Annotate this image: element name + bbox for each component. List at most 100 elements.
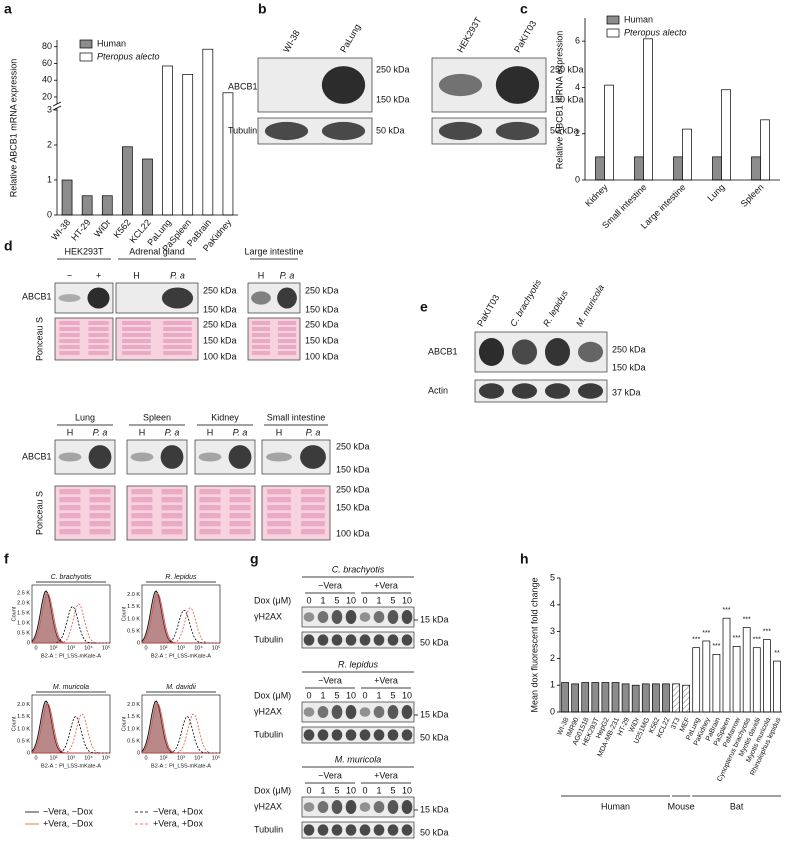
- stain-band: [199, 521, 221, 527]
- dose: 0: [306, 690, 311, 700]
- band: [321, 66, 366, 104]
- y-tick-label: 1: [47, 174, 52, 184]
- row-label: Tubulin: [254, 634, 283, 644]
- panel-label: e: [420, 299, 428, 315]
- significance: ***: [692, 637, 700, 644]
- band: [161, 287, 194, 309]
- marker: 250 kDa: [550, 64, 584, 74]
- x-tick-label: Spleen: [739, 182, 766, 209]
- row-label: Tubulin: [228, 125, 257, 135]
- stain-band: [229, 521, 251, 527]
- significance: ***: [712, 643, 720, 650]
- stain-band: [89, 489, 111, 495]
- dose: 0: [362, 690, 367, 700]
- treatment: +Vera: [374, 675, 398, 685]
- row-label: ABCB1: [22, 451, 52, 461]
- blot: [115, 317, 199, 361]
- dose: 10: [346, 595, 356, 605]
- histogram: [32, 606, 110, 644]
- lane-label: PaKIT03: [475, 293, 501, 328]
- x-tick-label: 0: [34, 755, 37, 761]
- x-tick-label: 10³: [177, 755, 185, 761]
- flow-title: M. muricola: [53, 684, 89, 691]
- blot: [247, 317, 301, 361]
- bar: [662, 683, 670, 713]
- panel-label: h: [520, 551, 529, 567]
- histogram: [32, 713, 110, 754]
- panel-label: g: [250, 551, 259, 567]
- bar: [751, 156, 761, 181]
- band: [359, 707, 371, 717]
- stain-band: [161, 529, 183, 535]
- tissue-title: HEK293T: [64, 246, 104, 256]
- blot: [261, 439, 331, 475]
- treatment: −Vera: [318, 580, 342, 590]
- blot: [126, 439, 188, 475]
- bar: [652, 683, 660, 713]
- dose: 5: [334, 595, 339, 605]
- legend-swatch: [79, 39, 93, 49]
- flow-title: C. brachyotis: [51, 574, 92, 581]
- x-tick-label: 0: [34, 645, 37, 651]
- stain-band: [88, 327, 109, 331]
- membrane: [301, 726, 415, 744]
- stain-band: [89, 529, 111, 535]
- histogram: [142, 607, 220, 644]
- stain-band: [88, 339, 109, 343]
- band: [303, 707, 315, 717]
- stain-band: [301, 505, 325, 511]
- band: [303, 634, 315, 646]
- stain-band: [229, 497, 251, 503]
- stain-band: [251, 339, 271, 343]
- lane-label: PaKIT03: [512, 19, 538, 54]
- stain-band: [59, 497, 81, 503]
- band: [317, 634, 329, 646]
- blot: [474, 331, 608, 373]
- band: [359, 824, 371, 836]
- x-tick-label: 10³: [67, 645, 75, 651]
- band: [160, 445, 184, 469]
- marker: 250 kDa: [305, 319, 339, 329]
- bar: [732, 645, 741, 713]
- marker: 100 kDa: [305, 351, 339, 361]
- legend-label: +Vera, −Dox: [43, 818, 94, 828]
- band: [373, 634, 385, 646]
- bar: [722, 617, 731, 713]
- lane-label: H: [67, 427, 74, 437]
- band: [317, 611, 329, 623]
- y-tick-label: 2.0 K: [17, 702, 30, 708]
- band: [331, 610, 343, 624]
- bar: [61, 179, 73, 216]
- bar: [162, 65, 173, 216]
- y-label: Count: [11, 716, 17, 731]
- stain-band: [267, 513, 291, 519]
- bar: [760, 119, 770, 181]
- legend-label: Pteropus alecto: [624, 27, 687, 37]
- band: [58, 452, 82, 462]
- blot: [257, 57, 373, 113]
- bar: [712, 156, 722, 181]
- membrane: [301, 796, 415, 818]
- band: [266, 452, 292, 462]
- band: [478, 383, 505, 399]
- marker: 250 kDa: [305, 285, 339, 295]
- y-tick-label: 6: [575, 36, 580, 46]
- band: [331, 824, 343, 836]
- stain-band: [277, 339, 297, 343]
- y-tick-label: 2.0 K: [17, 600, 30, 606]
- marker: 250 kDa: [612, 344, 646, 354]
- y-tick-label: 0: [575, 174, 580, 184]
- stain-band: [88, 351, 109, 355]
- panel-label: b: [258, 1, 267, 17]
- stain-band: [199, 529, 221, 535]
- y-label: Relative ABCB1 mRNA expression: [8, 59, 18, 198]
- bar: [773, 660, 781, 713]
- stain-band: [251, 351, 271, 355]
- stain-band: [88, 321, 109, 325]
- blot: [431, 57, 547, 113]
- species-title: C. brachyotis: [332, 564, 385, 574]
- band: [345, 610, 357, 624]
- dose-label: Dox (μM): [254, 785, 291, 795]
- marker: 250 kDa: [336, 441, 370, 451]
- y-label: Count: [121, 716, 127, 731]
